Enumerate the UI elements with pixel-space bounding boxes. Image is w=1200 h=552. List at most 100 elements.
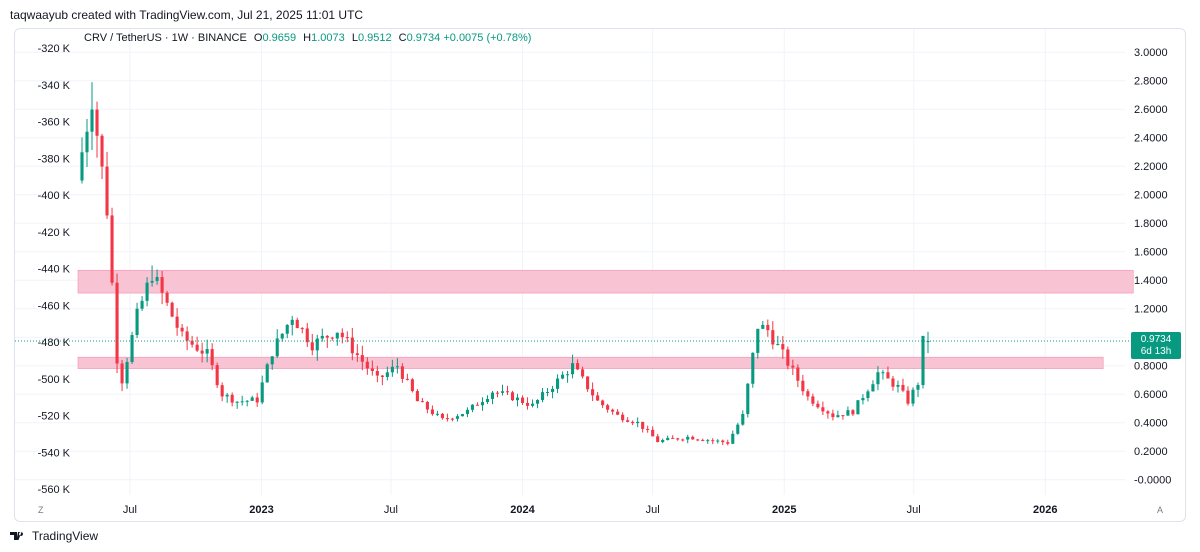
candle-body bbox=[270, 356, 274, 365]
candle-body bbox=[510, 392, 515, 401]
candle-body bbox=[380, 375, 384, 377]
price-tick-label: 0.4000 bbox=[1134, 418, 1168, 430]
candle-body bbox=[400, 366, 404, 379]
legend-change: +0.0075 (+0.78%) bbox=[443, 32, 532, 44]
zoom-toggle-icon[interactable]: Z bbox=[38, 505, 44, 515]
candle-body bbox=[335, 332, 339, 339]
left-tick-label: -460 K bbox=[38, 300, 71, 312]
candle-body bbox=[821, 407, 825, 412]
candle-body bbox=[405, 378, 409, 380]
candle-body bbox=[185, 331, 189, 341]
candle-body bbox=[195, 344, 199, 351]
candle-body bbox=[455, 416, 459, 419]
left-axis: -320 K -340 K -360 K -380 K -400 K -420 K -440… bbox=[38, 43, 71, 496]
last-price-value: 0.9734 bbox=[1140, 334, 1172, 345]
candle-body bbox=[325, 335, 329, 338]
candle-body bbox=[285, 324, 289, 334]
candle-body bbox=[390, 366, 394, 373]
legend-symbol: CRV / TetherUS · 1W · BINANCE bbox=[84, 32, 247, 44]
candle-body bbox=[596, 395, 600, 401]
candle-body bbox=[445, 418, 449, 420]
candle-body bbox=[540, 392, 545, 401]
candle-body bbox=[611, 409, 615, 412]
candle-body bbox=[896, 384, 900, 387]
candle-body bbox=[310, 342, 314, 351]
candle-body bbox=[375, 371, 379, 376]
candle-body bbox=[701, 439, 705, 441]
candle-body bbox=[571, 363, 575, 375]
candle-body bbox=[245, 400, 249, 402]
candle-body bbox=[345, 337, 349, 339]
time-tick-label: 2024 bbox=[510, 504, 535, 516]
candle-body bbox=[385, 372, 389, 377]
candle-body bbox=[646, 428, 650, 430]
candle-body bbox=[926, 341, 930, 343]
legend-close-label: C bbox=[398, 32, 407, 44]
candle-body bbox=[175, 316, 179, 328]
candle-body bbox=[315, 338, 319, 351]
price-tick-label: 3.0000 bbox=[1134, 47, 1168, 59]
candle-body bbox=[460, 414, 465, 417]
candle-body bbox=[220, 385, 224, 397]
auto-scale-button[interactable]: A bbox=[1157, 505, 1164, 515]
candle-body bbox=[205, 349, 209, 354]
candle-body bbox=[495, 392, 500, 394]
candle-body bbox=[691, 436, 695, 440]
candle-body bbox=[140, 300, 144, 309]
candle-body bbox=[155, 277, 159, 281]
candle-body bbox=[545, 391, 550, 393]
candle-body bbox=[551, 388, 555, 392]
candle-body bbox=[801, 380, 805, 392]
candle-body bbox=[235, 401, 239, 403]
price-tick-label: 1.2000 bbox=[1134, 304, 1168, 316]
candle-body bbox=[160, 277, 164, 293]
candle-body bbox=[260, 382, 264, 403]
candle-body bbox=[881, 372, 885, 374]
candle-body bbox=[500, 391, 505, 393]
price-tick-label: 2.4000 bbox=[1134, 133, 1168, 145]
left-tick-label: -560 K bbox=[38, 484, 71, 496]
candle-body bbox=[355, 353, 359, 356]
candle-body bbox=[736, 424, 740, 434]
candle-body bbox=[856, 400, 860, 415]
candle-body bbox=[535, 400, 540, 404]
legend-low-value: 0.9512 bbox=[357, 32, 392, 44]
candle-body bbox=[581, 369, 585, 377]
candle-body bbox=[430, 409, 434, 415]
price-tick-label: 0.6000 bbox=[1134, 389, 1168, 401]
candle-body bbox=[170, 302, 174, 317]
candle-body bbox=[255, 397, 259, 403]
candle-body bbox=[876, 372, 880, 385]
resistance-zone bbox=[77, 269, 1134, 294]
footer: TradingView bbox=[10, 529, 98, 543]
candle-body bbox=[886, 372, 890, 379]
candle-body bbox=[115, 282, 119, 364]
candle-body bbox=[410, 379, 414, 392]
candle-body bbox=[250, 397, 254, 401]
candle-body bbox=[681, 439, 685, 441]
candle-body bbox=[666, 437, 670, 440]
time-tick-label: Jul bbox=[907, 504, 921, 516]
candle-body bbox=[530, 403, 535, 406]
candle-body bbox=[556, 378, 560, 389]
price-tick-label: 2.6000 bbox=[1134, 104, 1168, 116]
candle-body bbox=[145, 282, 149, 301]
candle-body bbox=[621, 414, 625, 421]
grid bbox=[15, 29, 1125, 495]
candle-body bbox=[576, 363, 580, 370]
candle-body bbox=[731, 433, 735, 444]
candle-body bbox=[831, 413, 835, 418]
left-tick-label: -340 K bbox=[38, 80, 71, 92]
candle-body bbox=[520, 397, 525, 403]
candle-body bbox=[586, 376, 590, 390]
candle-body bbox=[816, 403, 820, 408]
candle-body bbox=[120, 363, 124, 384]
candle-body bbox=[165, 292, 169, 303]
candle-body bbox=[671, 437, 675, 439]
candle-body bbox=[130, 335, 134, 362]
candle-body bbox=[265, 364, 269, 383]
candle-body bbox=[791, 365, 795, 368]
left-tick-label: -400 K bbox=[38, 190, 71, 202]
chart-frame[interactable] bbox=[14, 28, 1186, 522]
